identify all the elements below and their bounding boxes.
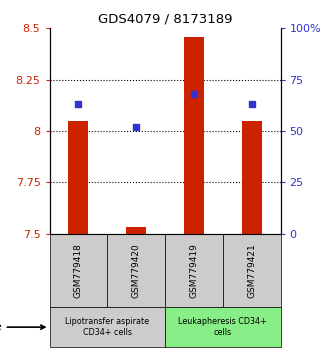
- FancyBboxPatch shape: [50, 307, 165, 347]
- FancyBboxPatch shape: [165, 234, 223, 307]
- Text: GSM779418: GSM779418: [74, 243, 83, 298]
- Bar: [242, 121, 262, 234]
- Bar: [184, 36, 204, 234]
- Text: GSM779421: GSM779421: [247, 243, 256, 298]
- FancyBboxPatch shape: [50, 234, 107, 307]
- Text: GSM779419: GSM779419: [189, 243, 198, 298]
- Text: Leukapheresis CD34+
cells: Leukapheresis CD34+ cells: [179, 318, 267, 337]
- Bar: [68, 121, 88, 234]
- FancyBboxPatch shape: [107, 234, 165, 307]
- FancyBboxPatch shape: [223, 234, 280, 307]
- Text: cell type: cell type: [0, 322, 45, 332]
- Bar: [126, 227, 146, 234]
- Title: GDS4079 / 8173189: GDS4079 / 8173189: [98, 13, 232, 26]
- Text: Lipotransfer aspirate
CD34+ cells: Lipotransfer aspirate CD34+ cells: [65, 318, 149, 337]
- Text: GSM779420: GSM779420: [132, 243, 141, 298]
- FancyBboxPatch shape: [165, 307, 280, 347]
